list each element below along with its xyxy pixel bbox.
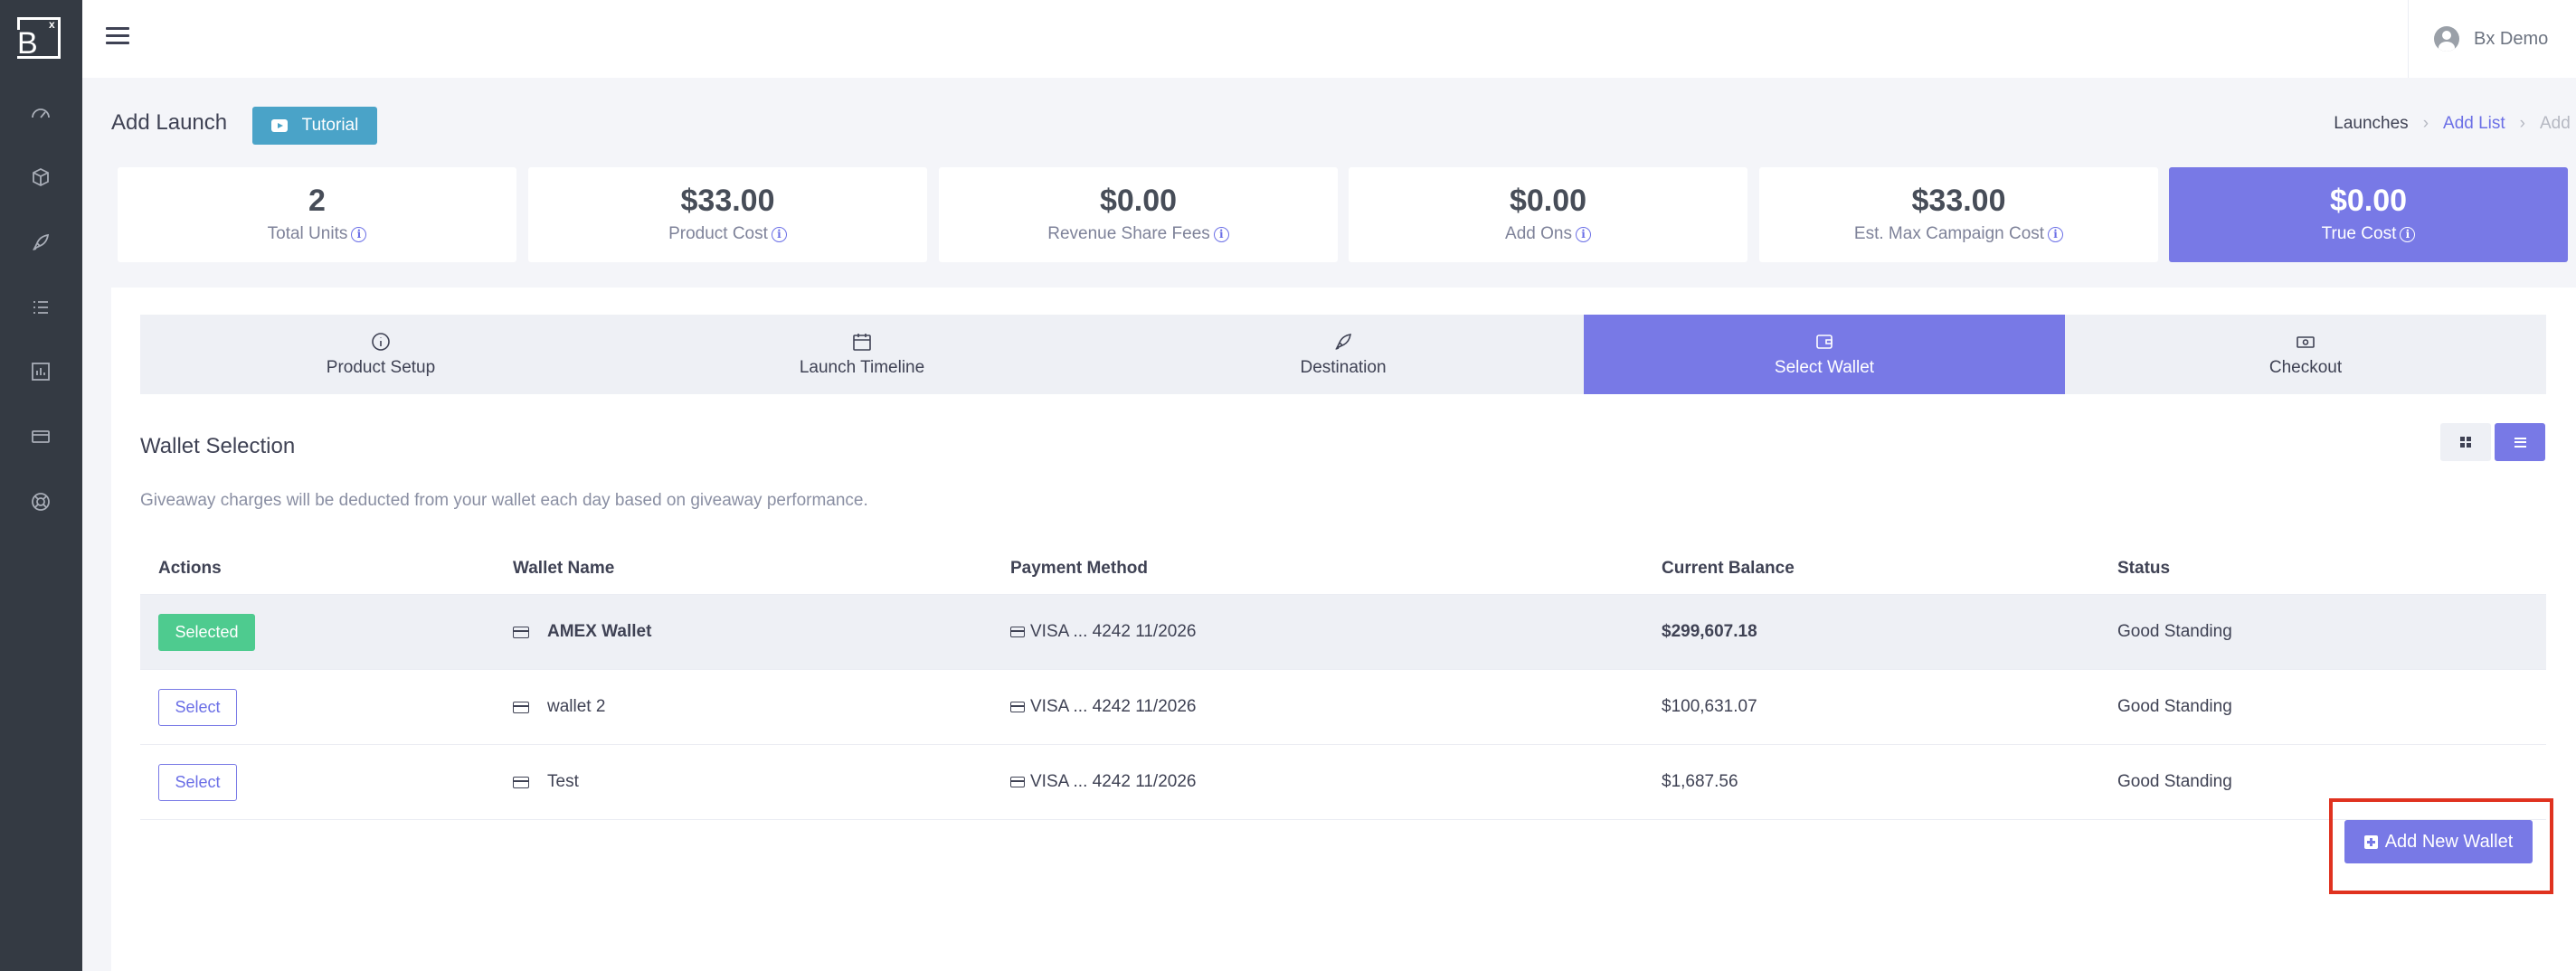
credit-card-icon[interactable]: [27, 423, 54, 450]
step-launch-timeline[interactable]: Launch Timeline: [621, 315, 1103, 394]
selected-button[interactable]: Selected: [158, 613, 255, 651]
stat-total-units: 2 Total Units i: [118, 167, 516, 262]
plus-square-icon: [2363, 834, 2378, 849]
credit-card-icon: [1010, 777, 1025, 787]
current-balance: $299,607.18: [1662, 622, 1757, 641]
wallet-name: Test: [547, 772, 579, 791]
wallet-table: Actions Wallet Name Payment Method Curre…: [140, 543, 2546, 820]
credit-card-icon: [1010, 627, 1025, 637]
payment-method: VISA ... 4242 11/2026: [1030, 772, 1197, 791]
current-balance: $1,687.56: [1662, 772, 1738, 791]
current-balance: $100,631.07: [1662, 697, 1757, 716]
info-icon[interactable]: i: [1575, 226, 1591, 242]
tutorial-button[interactable]: Tutorial: [252, 107, 377, 145]
payment-method: VISA ... 4242 11/2026: [1030, 622, 1197, 641]
step-checkout[interactable]: Checkout: [2065, 315, 2546, 394]
chevron-right-icon: ›: [2422, 114, 2429, 133]
breadcrumb-add: Add: [2540, 114, 2571, 133]
credit-card-icon: [513, 701, 529, 713]
list-view-button[interactable]: [2495, 423, 2545, 461]
highlight-box: [2329, 798, 2553, 894]
breadcrumb-launches[interactable]: Launches: [2334, 114, 2409, 133]
info-icon[interactable]: i: [2048, 226, 2064, 242]
wallet-name: AMEX Wallet: [547, 622, 652, 641]
stat-revenue-share-fees: $0.00 Revenue Share Fees i: [939, 167, 1338, 262]
status: Good Standing: [2117, 697, 2232, 716]
section-description: Giveaway charges will be deducted from y…: [140, 491, 868, 510]
avatar-icon: [2434, 26, 2459, 52]
topbar: Bx Demo: [82, 0, 2576, 78]
step-product-setup[interactable]: Product Setup: [140, 315, 621, 394]
credit-card-icon: [513, 776, 529, 788]
wallet-name: wallet 2: [547, 697, 606, 716]
info-icon[interactable]: i: [1213, 226, 1229, 242]
status: Good Standing: [2117, 622, 2232, 641]
support-icon[interactable]: [27, 488, 54, 515]
info-icon[interactable]: i: [351, 226, 367, 242]
money-icon: [2297, 336, 2315, 348]
list-icon[interactable]: [27, 294, 54, 321]
user-menu[interactable]: Bx Demo: [2408, 0, 2576, 78]
rocket-icon[interactable]: [27, 229, 54, 256]
add-new-wallet-button[interactable]: Add New Wallet: [2344, 820, 2533, 863]
main-card: Product Setup Launch Timeline Destinatio…: [111, 288, 2576, 971]
dashboard-icon[interactable]: [27, 99, 54, 127]
status: Good Standing: [2117, 772, 2232, 791]
credit-card-icon: [513, 626, 529, 638]
list-icon: [2514, 437, 2526, 448]
table-header: Actions Wallet Name Payment Method Curre…: [140, 543, 2546, 595]
step-destination[interactable]: Destination: [1103, 315, 1584, 394]
wizard-steps: Product Setup Launch Timeline Destinatio…: [140, 315, 2546, 394]
payment-method: VISA ... 4242 11/2026: [1030, 697, 1197, 716]
stat-add-ons: $0.00 Add Ons i: [1349, 167, 1747, 262]
breadcrumb-add-list[interactable]: Add List: [2443, 114, 2505, 133]
wallet-icon: [1816, 335, 1833, 349]
chevron-right-icon: ›: [2519, 114, 2525, 133]
chart-icon[interactable]: [27, 358, 54, 385]
info-icon[interactable]: i: [2400, 226, 2416, 242]
select-button[interactable]: Select: [158, 688, 237, 726]
sidebar: B x: [0, 0, 82, 971]
table-row: Select Test VISA ... 4242 11/2026 $1,687…: [140, 745, 2546, 820]
grid-view-button[interactable]: [2440, 423, 2491, 461]
calendar-icon: [853, 334, 871, 351]
stat-est-max-campaign-cost: $33.00 Est. Max Campaign Cost i: [1759, 167, 2158, 262]
table-row: Selected AMEX Wallet VISA ... 4242 11/20…: [140, 595, 2546, 670]
box-icon[interactable]: [27, 164, 54, 191]
page-title: Add Launch: [111, 110, 228, 135]
stat-product-cost: $33.00 Product Cost i: [528, 167, 927, 262]
stat-true-cost: $0.00 True Cost i: [2169, 167, 2568, 262]
rocket-icon: [1335, 334, 1351, 350]
credit-card-icon: [1010, 702, 1025, 712]
select-button[interactable]: Select: [158, 763, 237, 801]
info-icon: [372, 333, 390, 351]
table-row: Select wallet 2 VISA ... 4242 11/2026 $1…: [140, 670, 2546, 745]
grid-icon: [2460, 437, 2471, 448]
youtube-icon: [270, 119, 288, 132]
user-name: Bx Demo: [2474, 28, 2549, 49]
section-title: Wallet Selection: [140, 434, 296, 458]
menu-icon[interactable]: [106, 27, 129, 47]
breadcrumb: Launches › Add List › Add: [2334, 114, 2576, 134]
view-toggle: [2440, 423, 2545, 461]
info-icon[interactable]: i: [771, 226, 787, 242]
step-select-wallet[interactable]: Select Wallet: [1584, 315, 2065, 394]
